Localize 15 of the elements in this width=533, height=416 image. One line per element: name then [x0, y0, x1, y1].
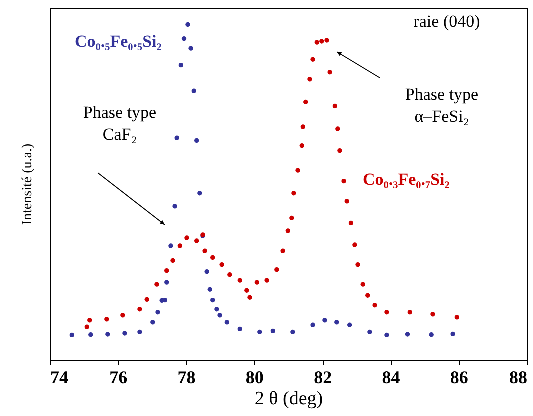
- x-tick-label: 78: [178, 368, 196, 388]
- annotation: Phase type α–FeSi₂: [405, 85, 479, 126]
- x-tick-label: 76: [110, 368, 128, 388]
- x-tick-label: 84: [382, 368, 400, 388]
- annotation: Phase type CaF₂: [83, 103, 157, 144]
- x-tick-label: 86: [450, 368, 468, 388]
- x-tick-label: 82: [314, 368, 332, 388]
- x-tick-label: 74: [50, 368, 68, 388]
- x-tick-label: 88: [510, 368, 528, 388]
- series-label: Co₀.₃Fe₀.₇Si₂: [363, 170, 450, 189]
- y-axis-title: Intensité (u.a.): [20, 144, 36, 226]
- series-label: Co₀.₅Fe₀.₅Si₂: [75, 32, 162, 51]
- annotation: raie (040): [414, 12, 480, 31]
- x-tick-label: 80: [246, 368, 264, 388]
- x-axis-title: 2 θ (deg): [254, 388, 324, 410]
